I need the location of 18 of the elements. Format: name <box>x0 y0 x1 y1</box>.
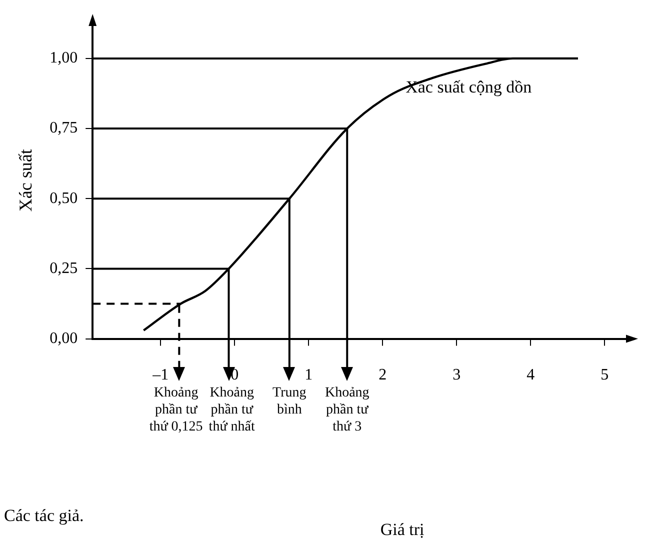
y-tick-label: 1,00 <box>50 50 78 67</box>
y-tick-label: 0,00 <box>50 330 78 348</box>
ref-line-label: Khoảng phần tư thứ nhất <box>208 385 255 434</box>
text: Giá trị <box>380 520 425 539</box>
y-tick-label: 0,75 <box>50 120 78 137</box>
y-tick-label: 0,50 <box>50 190 78 207</box>
x-tick-label: 3 <box>452 366 461 384</box>
x-tick-label: –1 <box>152 366 169 384</box>
x-tick-label: 4 <box>526 366 535 384</box>
text: Các tác giả. <box>4 506 84 525</box>
ref-line-label: Trung bình <box>272 385 306 418</box>
x-tick-label: 2 <box>378 366 387 384</box>
ref-line-label: Khoảng phần tư thứ 3 <box>324 385 370 434</box>
x-tick-label: 5 <box>600 366 609 384</box>
x-tick-label: 1 <box>304 366 313 384</box>
y-axis-title: Xác suất <box>16 149 36 212</box>
y-tick-label: 0,25 <box>50 260 78 277</box>
ref-line-label: Khoảng phần tư thứ 0,125 <box>149 385 203 434</box>
